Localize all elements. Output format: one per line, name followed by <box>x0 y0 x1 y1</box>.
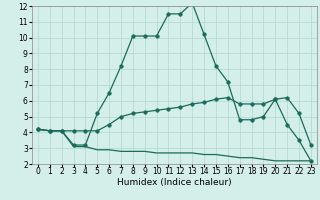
X-axis label: Humidex (Indice chaleur): Humidex (Indice chaleur) <box>117 178 232 187</box>
